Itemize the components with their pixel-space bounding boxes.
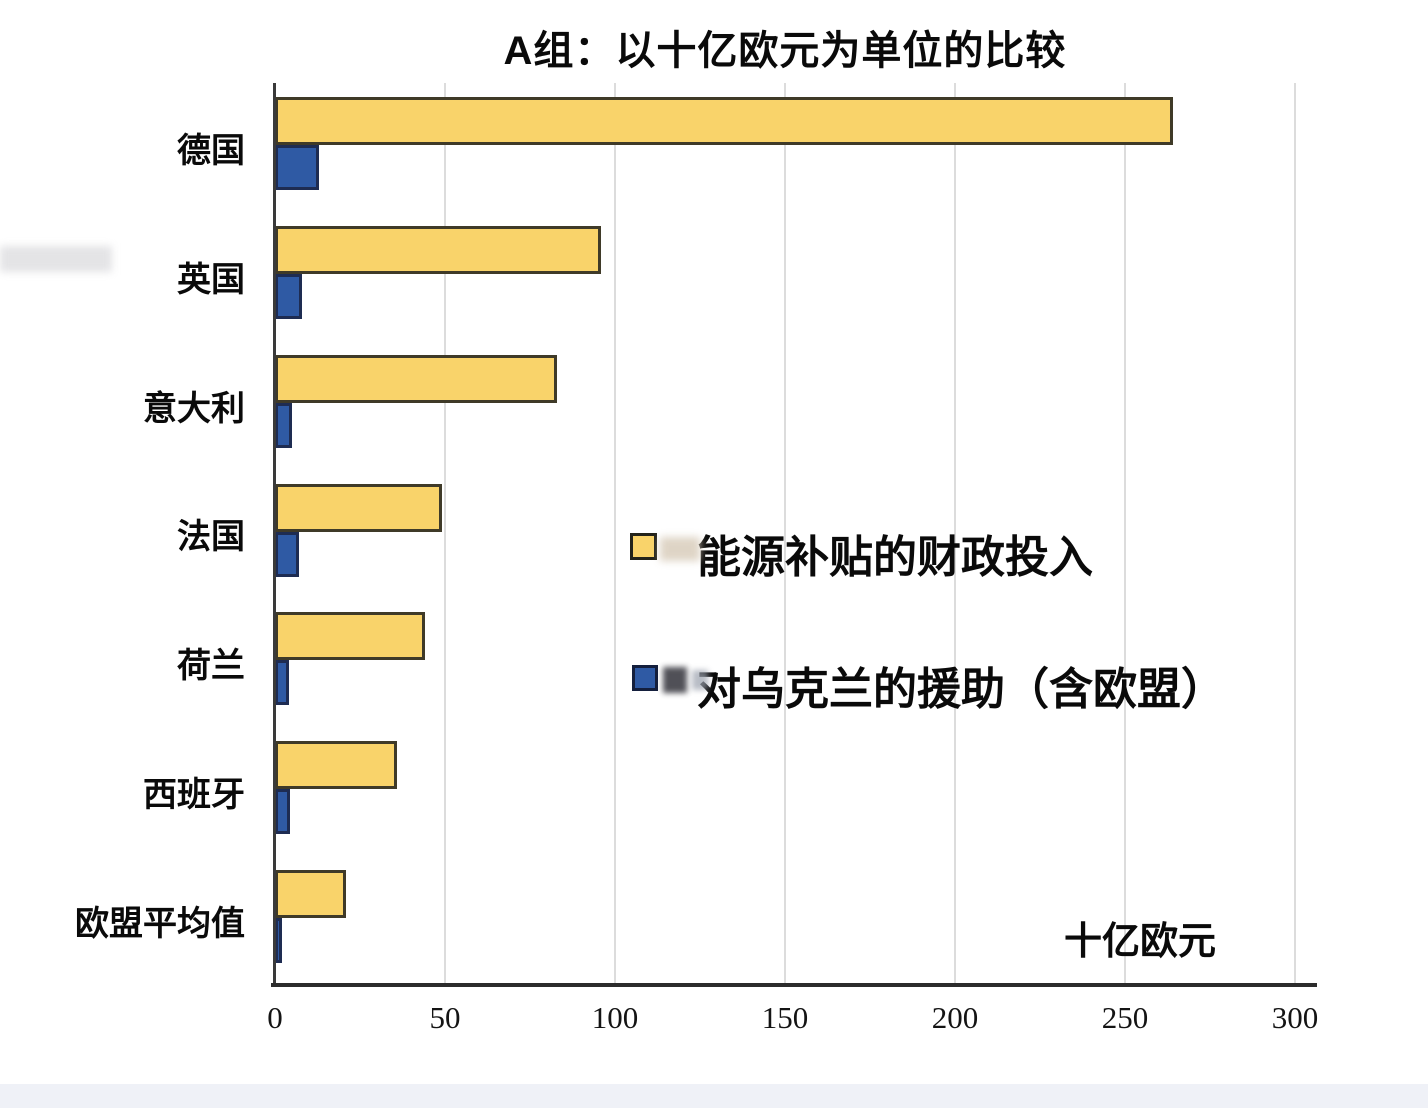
x-tick-label: 250 [1101,1000,1149,1035]
category-label: 意大利 [143,389,245,428]
bar-energy-subsidy [275,741,398,790]
bar-energy-subsidy [275,612,425,661]
category-label: 英国 [177,260,245,299]
category-label: 德国 [177,131,245,170]
bar-ukraine-aid [275,531,299,577]
bar-ukraine-aid [275,273,303,319]
bar-energy-subsidy [275,225,602,274]
x-tick-label: 150 [761,1000,809,1035]
bar-energy-subsidy [275,870,347,919]
bar-ukraine-aid [275,402,292,448]
footer-strip [0,1084,1428,1108]
plot-area: 德国英国意大利法国荷兰西班牙欧盟平均值 [75,83,1296,985]
y-axis-line [273,83,276,985]
bar-group: 意大利 [143,341,1295,470]
gridline [784,83,786,985]
x-tick-label: 300 [1271,1000,1319,1035]
bar-ukraine-aid [275,789,291,835]
x-axis-line [271,983,1317,987]
bar-group: 英国 [177,212,1295,341]
bar-group: 荷兰 [177,598,1295,727]
bar-energy-subsidy [275,354,558,403]
bar-group: 欧盟平均值 [75,856,1295,985]
chart-title: A组：以十亿欧元为单位的比较 [503,29,1067,73]
category-label: 西班牙 [143,776,245,815]
gridline [954,83,956,985]
bar-group: 西班牙 [143,727,1295,856]
category-label: 法国 [177,518,245,557]
bar-ukraine-aid [275,918,282,964]
category-label: 欧盟平均值 [75,905,245,944]
gridline [444,83,446,985]
bar-group: 法国 [177,470,1295,599]
x-tick-label: 100 [591,1000,639,1035]
bar-ukraine-aid [275,145,320,190]
x-axis-ticks: 0 50 100 150 200 250 300 [267,1000,1318,1046]
legend-label-ukraine-aid: 对乌克兰的援助（含欧盟） [697,665,1225,714]
x-axis-unit-label: 十亿欧元 [1063,921,1216,963]
bar-energy-subsidy [275,97,1173,145]
x-tick-label: 0 [267,1000,283,1035]
bar-ukraine-aid [275,660,289,706]
gridline [1294,83,1296,985]
category-label: 荷兰 [177,647,245,686]
legend-swatch-ukraine-aid [632,665,658,691]
x-tick-label: 200 [931,1000,979,1035]
legend-swatch-energy-subsidy [630,533,657,560]
x-tick-label: 50 [429,1000,461,1035]
gridline [614,83,616,985]
bar-energy-subsidy [275,483,442,532]
bar-group: 德国 [177,83,1295,212]
gridline [1124,83,1126,985]
legend-label-energy-subsidy: 能源补贴的财政投入 [697,533,1093,582]
